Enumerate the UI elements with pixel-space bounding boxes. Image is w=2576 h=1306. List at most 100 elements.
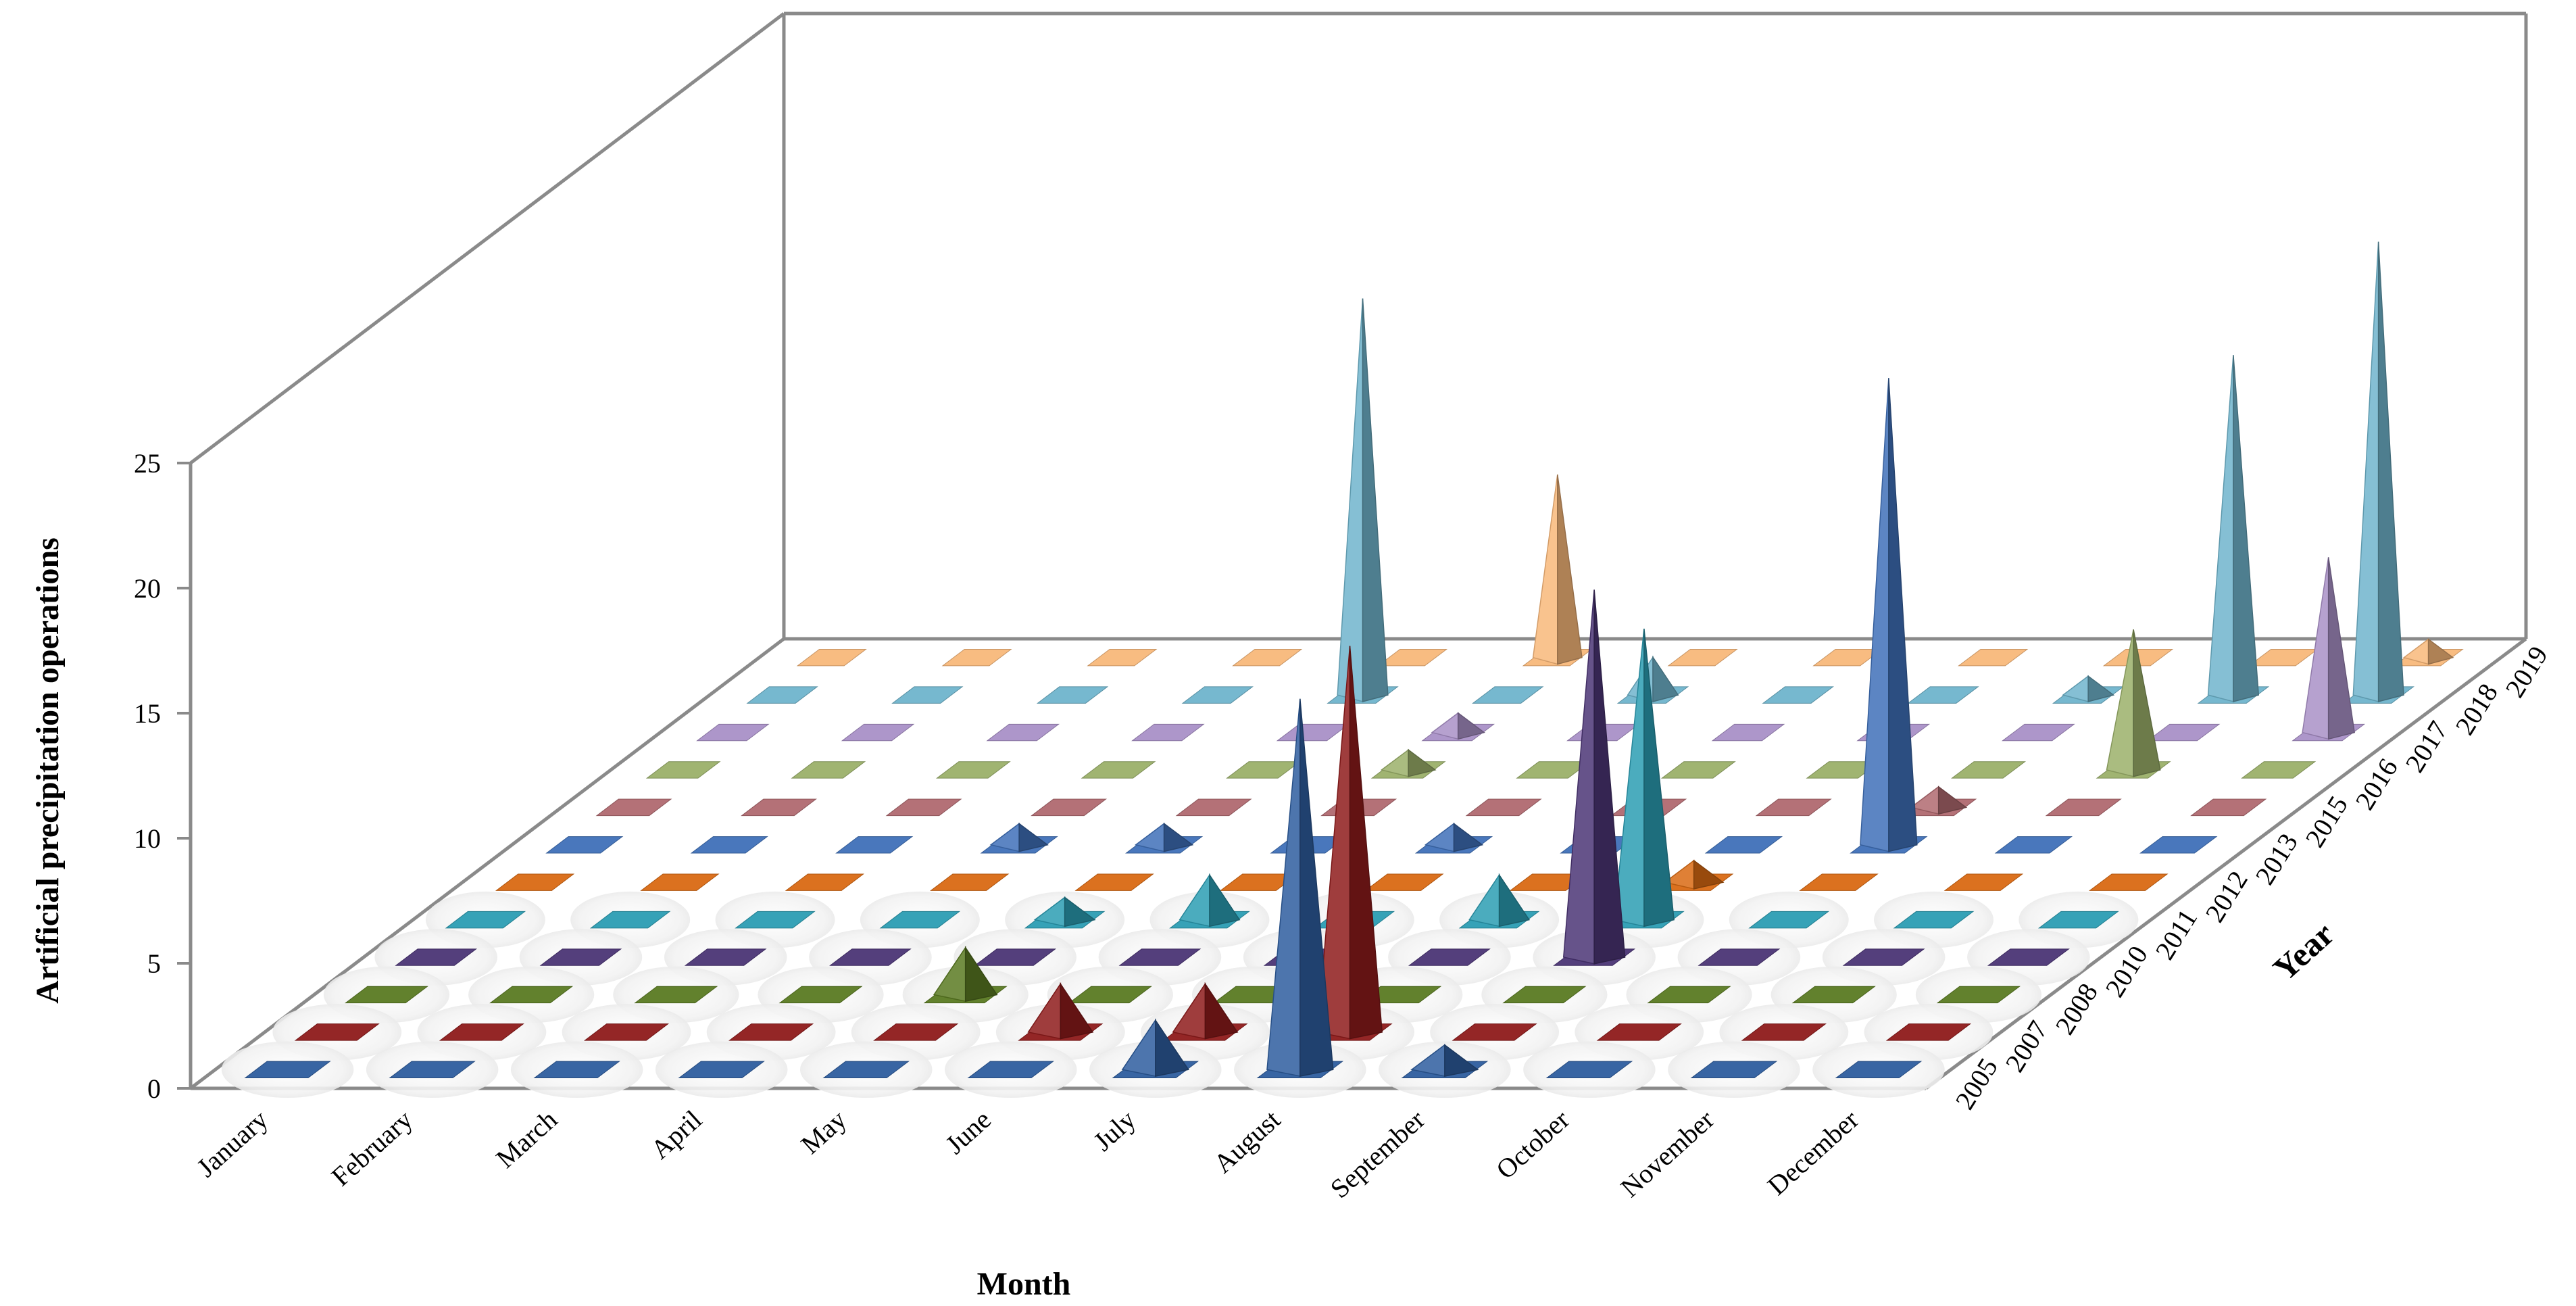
floor-right-edge [1925, 637, 2527, 1090]
year-ticks: 2005200720082010201120122013201520162017… [1949, 641, 2554, 1115]
cone-face-left [1860, 378, 1889, 852]
floor-cell-2011-october [1748, 911, 1830, 929]
cone-2011-june [1179, 873, 1241, 927]
floor-cell-2018-september [1907, 686, 1979, 704]
cone-face-right [1453, 822, 1484, 852]
floor-cell-2019-april [1232, 649, 1303, 667]
floor-cell-2010-may [974, 948, 1057, 966]
floor-cell-2011-december [2037, 911, 2119, 929]
floor-cell-2015-november [2045, 798, 2122, 817]
cone-face-right [1652, 655, 1679, 702]
floor-cell-2013-march [835, 836, 914, 854]
cone-face-right [2087, 675, 2115, 702]
x-tick-label: July [1087, 1104, 1141, 1157]
cone-2019-december [2402, 638, 2454, 665]
floor-cell-2015-january [595, 798, 672, 817]
cone-face-right [1937, 785, 1968, 815]
floor-cell-2019-january [796, 649, 867, 667]
cone-2011-may [1033, 896, 1096, 927]
floor-cell-2016-august [1660, 761, 1736, 779]
floor-cell-2010-december [1987, 948, 2070, 966]
floor-cell-2013-september [1704, 836, 1783, 854]
floor-cell-2010-october [1698, 948, 1781, 966]
floor-cell-2011-january [445, 911, 526, 929]
floor-cell-2011-february [589, 911, 671, 929]
cone-2017-june [1431, 712, 1485, 740]
floor-cell-2008-april [778, 986, 863, 1004]
x-tick-label: January [191, 1104, 274, 1183]
floor-cell-2015-february [741, 798, 817, 817]
cone-face-right [1362, 298, 1389, 702]
cone-2017-december [2302, 557, 2355, 740]
cone-2007-august [1317, 646, 1383, 1040]
z-axis-title: Year [2266, 915, 2342, 988]
cone-face-left [2106, 629, 2134, 777]
cone-face-left [2352, 241, 2379, 702]
cone-2011-september [1613, 629, 1675, 927]
cone-face-right [1557, 474, 1583, 665]
left-wall-top-edge [189, 12, 785, 464]
cone-2005-august [1266, 698, 1334, 1077]
floor-cell-2007-february [439, 1023, 524, 1041]
floor-cell-2013-november [1994, 836, 2073, 854]
floor-cell-2017-november [2146, 723, 2221, 742]
cone-face-right [2133, 629, 2161, 777]
cone-face-right [2327, 557, 2355, 740]
cone-2007-july [1172, 982, 1239, 1040]
floor-cell-2008-september [1502, 986, 1587, 1004]
cone-2011-august [1468, 873, 1531, 927]
x-tick-label: April [645, 1104, 708, 1165]
cone-face-right [2427, 638, 2454, 665]
cone-2013-april [989, 822, 1049, 852]
floor-cell-2017-august [1711, 723, 1785, 742]
floor-cell-2015-september [1755, 798, 1832, 817]
cone-face-right [1163, 822, 1194, 852]
floor-cell-2005-may [822, 1061, 910, 1078]
y-ticks: 0 5 10 15 20 25 [134, 448, 191, 1104]
year-tick-label: 2010 [2099, 940, 2154, 1002]
cone-2013-july [1424, 822, 1484, 852]
floor-cell-2012-february [640, 873, 720, 891]
floor-cell-2018-march [1036, 686, 1109, 704]
cone-2015-october [1910, 785, 1968, 815]
year-tick-label: 2016 [2349, 753, 2404, 815]
floor-cell-2010-june [1118, 948, 1202, 966]
cone-2013-may [1134, 822, 1194, 852]
floor-cell-2019-july [1667, 649, 1738, 667]
cone-2016-november [2106, 629, 2161, 777]
floor-cell-2017-february [841, 723, 915, 742]
year-tick-label: 2007 [1999, 1015, 2054, 1078]
year-tick-label: 2015 [2299, 790, 2354, 852]
cone-face-right [1457, 712, 1485, 740]
floor-cell-2013-december [2139, 836, 2218, 854]
floor-cell-2005-december [1835, 1061, 1923, 1078]
cone-2007-june [1027, 982, 1094, 1040]
floor-cell-2018-february [891, 686, 964, 704]
year-tick-label: 2018 [2449, 678, 2504, 740]
y-tick-label: 10 [134, 823, 161, 854]
floor-cell-2015-april [1031, 798, 1108, 817]
floor-cell-2016-march [936, 761, 1011, 779]
floor-cell-2005-november [1690, 1061, 1778, 1078]
floor-cell-2010-february [539, 948, 622, 966]
y-tick-label: 25 [134, 448, 161, 479]
cone-face-right [1408, 748, 1437, 777]
cones [933, 241, 2454, 1077]
floor-cell-2008-december [1936, 986, 2021, 1004]
floor-cell-2012-april [930, 873, 1010, 891]
y-tick-label: 5 [147, 948, 161, 979]
x-tick-label: November [1614, 1104, 1720, 1203]
floor-cell-2016-december [2241, 761, 2317, 779]
cone-2010-september [1562, 589, 1626, 965]
floor-cell-2007-december [1885, 1023, 1972, 1041]
floor-cell-2010-november [1842, 948, 1925, 966]
floor-cell-2017-april [1131, 723, 1205, 742]
floor-cell-2017-may [1276, 723, 1350, 742]
x-tick-label: June [939, 1104, 997, 1160]
floor-cell-2019-march [1087, 649, 1158, 667]
floor-cell-2007-october [1596, 1023, 1682, 1041]
floor-cell-2019-february [941, 649, 1012, 667]
floor-cell-2016-february [791, 761, 866, 779]
floor-cell-2016-october [1951, 761, 2027, 779]
